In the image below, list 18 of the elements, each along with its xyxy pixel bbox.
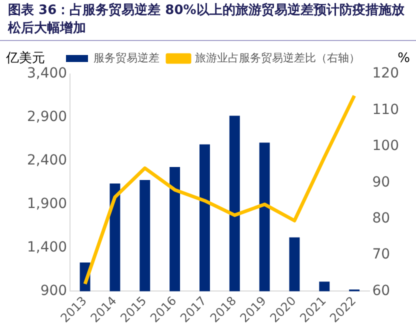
y-axis-title: 亿美元 [5, 50, 45, 66]
y-tick-label: 1,900 [26, 196, 68, 212]
y2-axis-title: % [398, 50, 410, 66]
y2-tick-label: 60 [372, 282, 390, 299]
y-tick-label: 1,400 [26, 239, 68, 256]
y2-tick-label: 110 [372, 102, 400, 118]
y-tick-label: 900 [40, 282, 68, 299]
y-tick-label: 2,400 [26, 152, 68, 169]
chart-title: 图表 36：占服务贸易逆差 80%以上的旅游贸易逆差预计防疫措施放松后大幅增加 [0, 0, 416, 41]
y2-tick-label: 100 [372, 138, 400, 154]
y2-tick-label: 90 [372, 174, 390, 190]
y2-tick-label: 80 [372, 210, 390, 226]
legend-label: 旅游业占服务贸易逆差比（右轴） [195, 51, 360, 64]
y2-tick-label: 70 [372, 246, 390, 263]
legend-label: 服务贸易逆差 [94, 51, 160, 64]
y-tick-label: 2,900 [26, 109, 68, 126]
y2-tick-label: 120 [372, 66, 400, 82]
y-tick-label: 3,400 [26, 66, 68, 82]
